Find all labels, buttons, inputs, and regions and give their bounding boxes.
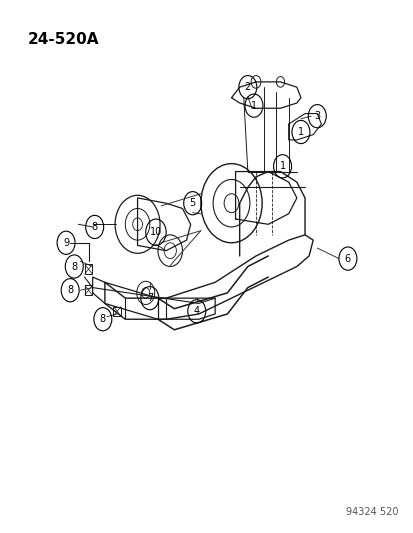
Text: 24-520A: 24-520A xyxy=(27,32,99,47)
Text: 4: 4 xyxy=(193,306,199,316)
Text: 8: 8 xyxy=(91,222,97,232)
Text: 8: 8 xyxy=(71,262,77,271)
Text: 9: 9 xyxy=(63,238,69,248)
Text: 10: 10 xyxy=(150,227,161,237)
Bar xyxy=(85,264,92,274)
Text: 6: 6 xyxy=(344,254,350,264)
Text: 1: 1 xyxy=(279,161,285,171)
Text: 1: 1 xyxy=(297,127,303,137)
Text: 3: 3 xyxy=(313,111,320,121)
Text: 94324 520: 94324 520 xyxy=(346,507,398,517)
Text: 1: 1 xyxy=(250,101,256,111)
Bar xyxy=(113,306,121,316)
Text: 5: 5 xyxy=(189,198,195,208)
Text: 8: 8 xyxy=(67,285,73,295)
Text: 8: 8 xyxy=(100,314,106,324)
Text: 2: 2 xyxy=(244,82,250,92)
Text: 7: 7 xyxy=(146,293,152,303)
Bar xyxy=(85,286,92,295)
